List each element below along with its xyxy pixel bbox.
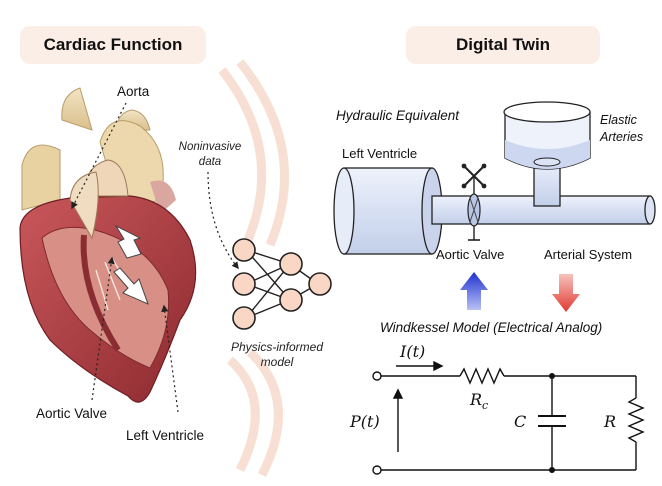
pressure-label: P(t)	[350, 412, 380, 431]
nn-hidden-node	[279, 288, 303, 312]
elastic-arteries-label: Elastic Arteries	[600, 113, 644, 144]
aortic-valve-label: Aortic Valve	[36, 406, 108, 421]
flow-down-arrow	[552, 274, 580, 312]
heart-pointer-lines	[71, 102, 239, 413]
circuit-node	[549, 467, 555, 473]
arterial-system-label: Arterial System	[544, 247, 633, 262]
hydraulic-model	[333, 101, 656, 255]
rc-label: Rc	[470, 390, 489, 413]
digital-twin-title: Digital Twin	[406, 26, 600, 64]
neural-network	[232, 238, 332, 330]
left-ventricle-hydraulic-label: Left Ventricle	[342, 146, 418, 161]
capacitor-label: C	[514, 412, 527, 431]
current-label: I(t)	[400, 342, 426, 361]
nn-input-node	[232, 238, 256, 262]
physics-informed-note: Physics-informed model	[230, 340, 324, 369]
nn-input-node	[232, 272, 256, 296]
nn-hidden-node	[279, 252, 303, 276]
windkessel-title: Windkessel Model (Electrical Analog)	[380, 320, 603, 335]
flow-up-arrow	[460, 272, 488, 310]
resistor-label: R	[604, 412, 617, 431]
circuit-node	[549, 373, 555, 379]
nn-input-node	[232, 306, 256, 330]
aortic-valve-hydraulic-label: Aortic Valve	[436, 247, 505, 262]
aorta-label: Aorta	[117, 84, 150, 99]
nn-output-node	[308, 272, 332, 296]
hydraulic-equivalent-title: Hydraulic Equivalent	[336, 108, 460, 123]
windkessel-circuit	[372, 360, 645, 475]
left-ventricle-heart-label: Left Ventricle	[126, 428, 205, 443]
noninvasive-data-note: Noninvasive data	[178, 141, 242, 168]
cardiac-function-title: Cardiac Function	[20, 26, 206, 64]
signal-arcs	[218, 59, 289, 478]
heart-illustration	[19, 87, 197, 403]
